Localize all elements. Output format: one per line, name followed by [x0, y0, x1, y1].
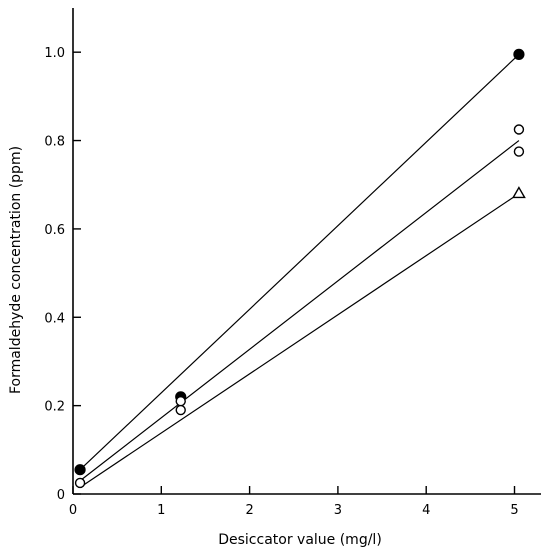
y-tick-label: 0.4 — [44, 311, 65, 326]
fit-lines — [79, 53, 520, 488]
x-tick-label: 5 — [510, 503, 518, 518]
x-tick-label: 3 — [334, 503, 342, 518]
x-tick-label: 0 — [69, 503, 77, 518]
y-tick-label: 1.0 — [44, 46, 65, 61]
fit-line-2 — [79, 140, 520, 482]
y-tick-label: 0 — [57, 488, 65, 503]
x-tick-label: 1 — [157, 503, 165, 518]
data-point-open-circle — [513, 146, 525, 157]
axes: 0 1 2 3 4 5 0 0.2 0.4 0.6 0.8 1.0 — [44, 8, 541, 518]
data-point-open-circle — [513, 124, 525, 135]
x-tick-label: 4 — [422, 503, 430, 518]
data-points — [74, 48, 526, 489]
x-axis-label: Desiccator value (mg/l) — [218, 532, 382, 548]
x-tick-label: 2 — [245, 503, 253, 518]
data-point-triangle — [512, 186, 526, 199]
data-point-filled-circle — [513, 48, 525, 60]
fit-line-1 — [79, 53, 520, 471]
data-point-open-circle — [175, 396, 186, 407]
y-axis-label: Formaldehyde concentration (ppm) — [8, 146, 24, 394]
fit-line-3 — [79, 193, 520, 488]
data-point-open-circle — [74, 477, 86, 489]
data-point-filled-circle — [74, 464, 86, 476]
y-tick-label: 0.6 — [44, 223, 65, 238]
y-tick-label: 0.2 — [44, 400, 65, 415]
data-point-open-circle — [175, 404, 186, 416]
y-tick-label: 0.8 — [44, 135, 65, 150]
